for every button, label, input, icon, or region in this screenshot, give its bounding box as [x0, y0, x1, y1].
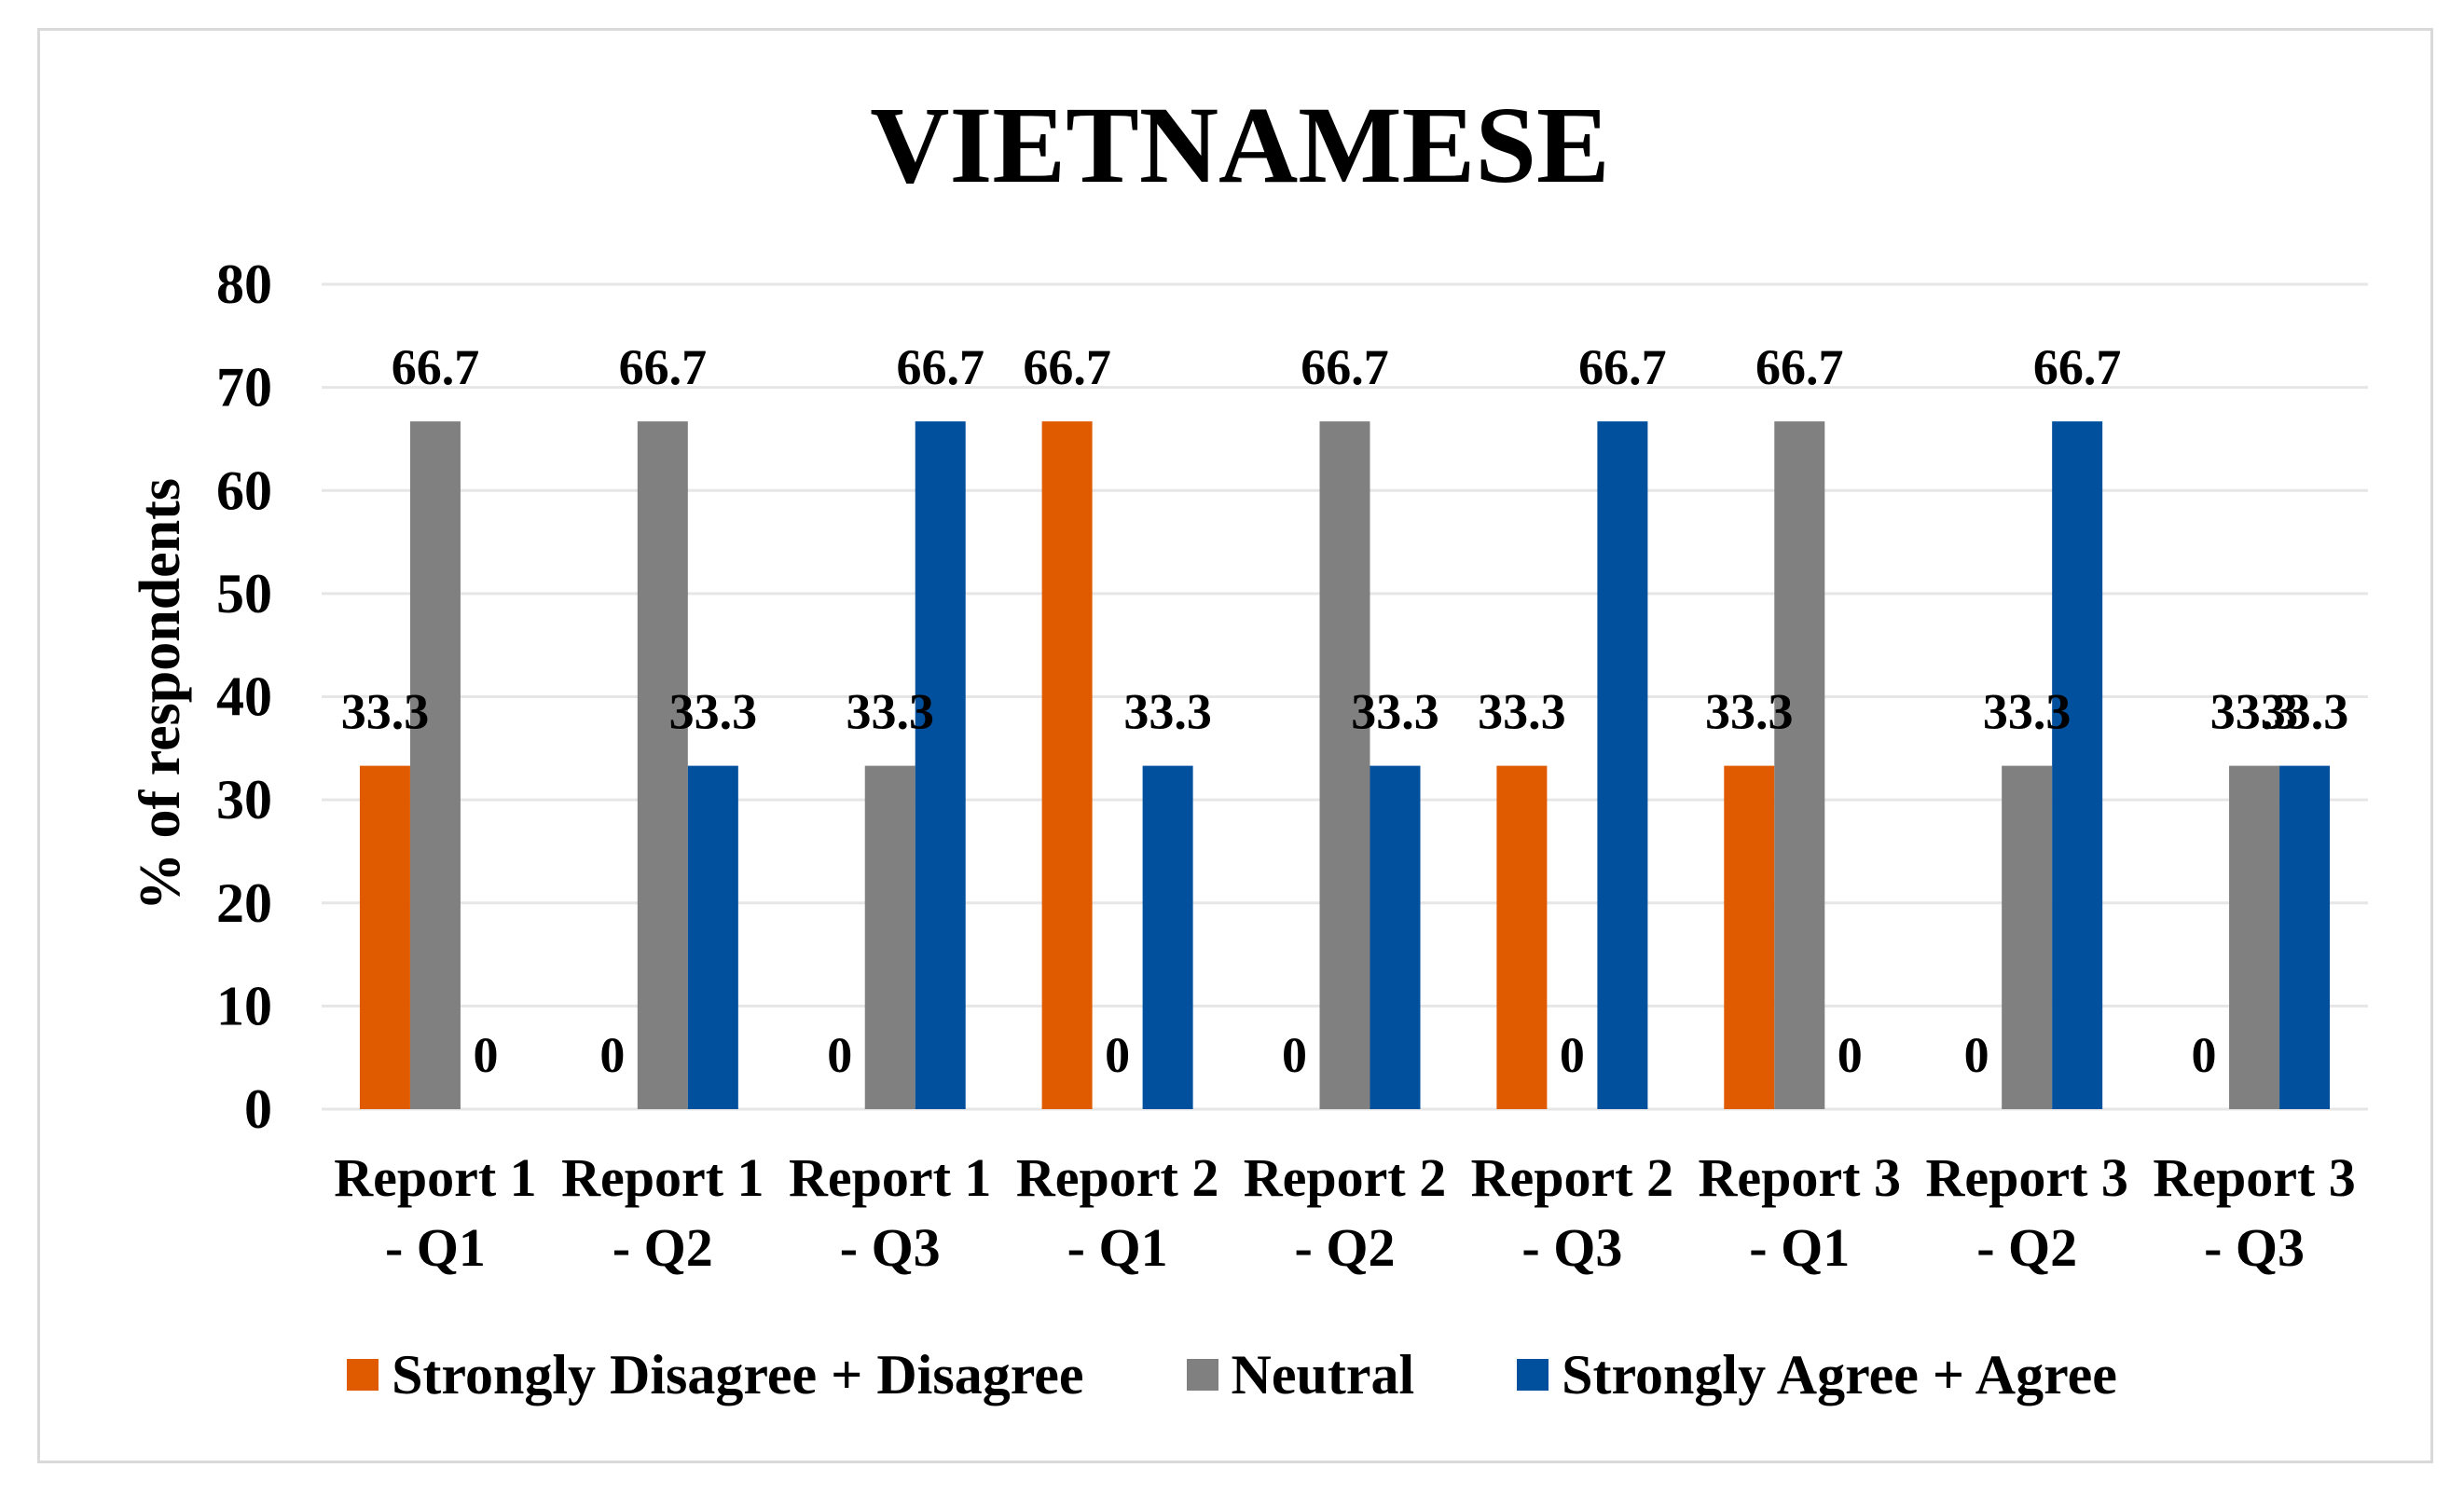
x-tick-label: - Q2 — [1295, 1217, 1396, 1278]
bar — [2279, 765, 2331, 1109]
y-tick-label: 60 — [216, 459, 272, 521]
x-tick-label: - Q1 — [385, 1217, 486, 1278]
data-label: 0 — [2192, 1027, 2217, 1083]
bar — [1142, 765, 1193, 1109]
y-tick-label: 0 — [244, 1078, 272, 1140]
bar — [1597, 421, 1648, 1110]
data-label: 33.3 — [1705, 684, 1794, 740]
bar — [2052, 421, 2103, 1110]
data-label: 0 — [1560, 1027, 1585, 1083]
data-label: 66.7 — [392, 339, 480, 395]
bars — [359, 421, 2331, 1110]
x-axis-ticks: Report 1 - Q1 Report 1 - Q2 Report 1 - Q3 Repo… — [334, 1147, 2356, 1278]
bar — [1319, 421, 1370, 1110]
data-label: 0 — [473, 1027, 498, 1083]
y-tick-label: 80 — [216, 254, 272, 315]
legend: Strongly Disagree + Disagree Neutral Stron… — [0, 1342, 2464, 1407]
data-label: 66.7 — [1755, 339, 1844, 395]
legend-label: Strongly Disagree + Disagree — [392, 1343, 1084, 1406]
data-label: 33.3 — [1123, 684, 1212, 740]
x-tick-label: - Q3 — [1521, 1217, 1622, 1278]
data-label: 0 — [1964, 1027, 1989, 1083]
bar — [687, 765, 738, 1109]
bar — [637, 421, 688, 1110]
x-tick-label: Report 3 — [1925, 1147, 2127, 1208]
bar — [1041, 421, 1093, 1110]
data-label: 0 — [1282, 1027, 1307, 1083]
x-tick-label: Report 1 — [334, 1147, 536, 1208]
legend-swatch — [1517, 1359, 1549, 1391]
bar — [2229, 765, 2280, 1109]
bar — [1774, 421, 1825, 1110]
data-label: 33.3 — [2210, 684, 2299, 740]
data-label: 0 — [599, 1027, 625, 1083]
bar — [409, 421, 461, 1110]
data-labels: 33.3 66.7 0 0 66.7 33.3 0 33.3 66.7 66.7 0 33.3 0 66.… — [341, 339, 2349, 1083]
data-label: 66.7 — [2033, 339, 2122, 395]
x-tick-label: Report 2 — [1244, 1147, 1446, 1208]
data-label: 0 — [827, 1027, 852, 1083]
data-label: 33.3 — [2261, 684, 2349, 740]
x-tick-label: Report 3 — [1699, 1147, 1901, 1208]
x-tick-label: Report 1 — [789, 1147, 991, 1208]
data-label: 33.3 — [341, 684, 430, 740]
x-tick-label: Report 1 — [561, 1147, 764, 1208]
data-label: 66.7 — [1578, 339, 1667, 395]
legend-label: Strongly Agree + Agree — [1562, 1343, 2117, 1406]
legend-swatch — [1186, 1359, 1218, 1391]
bar — [1496, 765, 1548, 1109]
y-tick-label: 20 — [216, 872, 272, 934]
data-label: 66.7 — [1301, 339, 1389, 395]
x-tick-label: Report 2 — [1471, 1147, 1673, 1208]
x-tick-label: - Q3 — [840, 1217, 941, 1278]
chart-title: VIETNAMESE — [870, 84, 1609, 206]
data-label: 33.3 — [846, 684, 934, 740]
data-label: 66.7 — [1023, 339, 1111, 395]
y-tick-label: 10 — [216, 975, 272, 1036]
data-label: 33.3 — [669, 684, 758, 740]
legend-swatch — [347, 1359, 379, 1391]
x-tick-label: - Q2 — [1976, 1217, 2077, 1278]
bar — [1724, 765, 1775, 1109]
data-label: 0 — [1838, 1027, 1863, 1083]
y-tick-label: 30 — [216, 769, 272, 830]
legend-item: Strongly Disagree + Disagree — [347, 1343, 1084, 1407]
data-label: 66.7 — [619, 339, 708, 395]
bar — [2002, 765, 2053, 1109]
data-label: 66.7 — [896, 339, 984, 395]
data-label: 0 — [1105, 1027, 1130, 1083]
x-tick-label: Report 3 — [2153, 1147, 2355, 1208]
data-label: 33.3 — [1351, 684, 1439, 740]
y-tick-label: 70 — [216, 357, 272, 418]
x-tick-label: - Q1 — [1067, 1217, 1168, 1278]
y-tick-label: 40 — [216, 666, 272, 728]
y-tick-label: 50 — [216, 563, 272, 624]
y-axis-ticks: 0 10 20 30 40 50 60 70 80 — [216, 254, 272, 1140]
x-tick-label: - Q1 — [1749, 1217, 1850, 1278]
legend-label: Neutral — [1231, 1343, 1415, 1406]
data-label: 33.3 — [1478, 684, 1566, 740]
data-label: 33.3 — [1983, 684, 2072, 740]
bar — [1370, 765, 1421, 1109]
legend-item: Neutral — [1186, 1343, 1415, 1407]
x-tick-label: - Q2 — [613, 1217, 713, 1278]
x-tick-label: Report 2 — [1016, 1147, 1218, 1208]
bar — [359, 765, 410, 1109]
bar — [864, 765, 915, 1109]
legend-item: Strongly Agree + Agree — [1517, 1343, 2117, 1407]
y-axis-label: % of respondents — [129, 478, 192, 911]
bar — [915, 421, 966, 1110]
x-tick-label: - Q3 — [2204, 1217, 2305, 1278]
